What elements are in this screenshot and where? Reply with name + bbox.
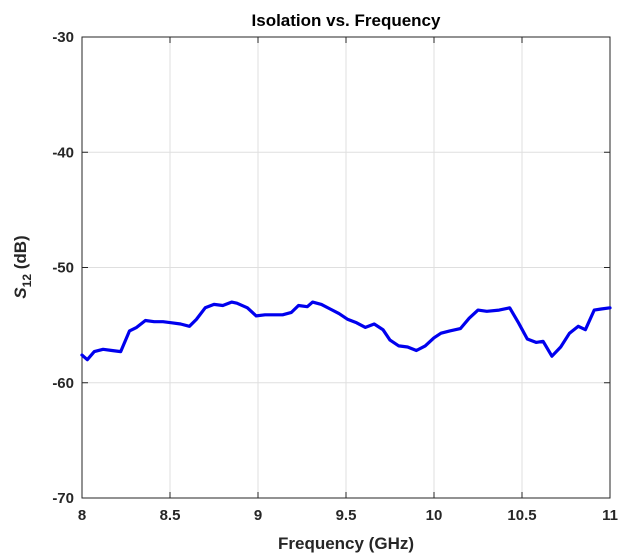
y-axis-label: S12 (dB): [11, 235, 34, 298]
y-tick-labels: -30 -40 -50 -60 -70: [52, 29, 74, 507]
x-tick-label: 9: [254, 507, 262, 524]
x-tick-label: 8: [78, 507, 86, 524]
y-tick-label: -30: [52, 29, 74, 46]
y-tick-label: -60: [52, 375, 74, 392]
x-tick-label: 11: [602, 507, 618, 524]
x-axis-label: Frequency (GHz): [278, 534, 414, 553]
x-tick-labels: 8 8.5 9 9.5 10 10.5 11: [78, 507, 618, 524]
y-axis-label-subscript: 12: [20, 274, 34, 288]
x-tick-label: 10: [426, 507, 443, 524]
y-tick-label: -70: [52, 490, 74, 507]
axis-ticks: [81, 36, 611, 499]
y-axis-label-main: S: [11, 287, 30, 299]
series-line: [80, 300, 612, 362]
grid-lines: [81, 36, 611, 499]
x-tick-label: 9.5: [336, 507, 357, 524]
chart-title: Isolation vs. Frequency: [252, 11, 441, 30]
y-tick-label: -40: [52, 144, 74, 161]
y-axis-label-unit: (dB): [11, 235, 30, 274]
y-tick-label: -50: [52, 260, 74, 277]
x-tick-label: 10.5: [507, 507, 536, 524]
x-tick-label: 8.5: [160, 507, 181, 524]
